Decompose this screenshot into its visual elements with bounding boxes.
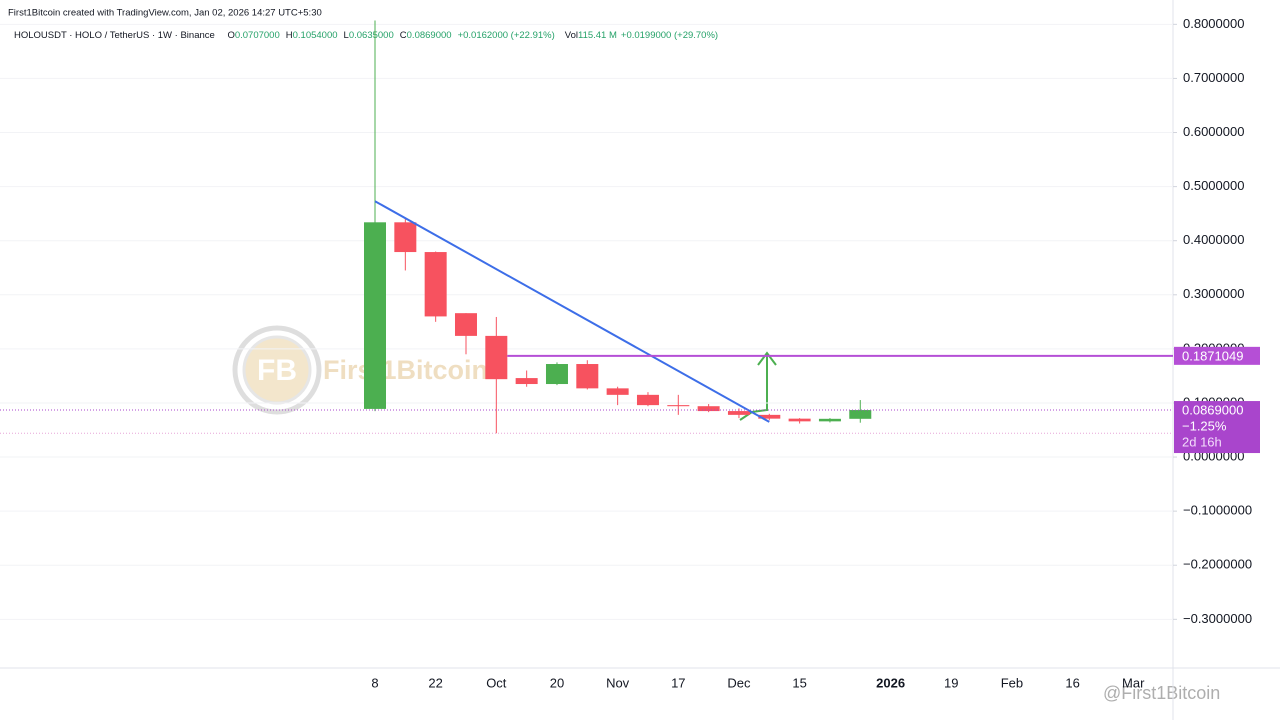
x-tick-label: Feb [1001,675,1023,690]
x-tick-label: Dec [727,675,751,690]
legend-change: +0.0162000 (+22.91%) [458,30,555,41]
x-tick-label: Oct [486,675,507,690]
level-label: 0.1871049 [1182,348,1243,363]
volume-value: 115.41 M [578,30,617,41]
y-tick-label: −0.3000000 [1183,611,1252,626]
legend-value: 0.1054000 [293,30,338,41]
candle-body [667,405,690,407]
arrow-drawing [739,351,777,421]
legend-label: L [344,30,349,41]
legend-value: 0.0707000 [235,30,280,41]
candle-body [364,222,386,409]
candle-body [727,411,750,415]
watermark-logo: FB [232,325,322,415]
candle-body [545,364,568,385]
y-tick-label: −0.2000000 [1183,557,1252,572]
svg-text:FB: FB [257,354,297,387]
x-tick-label: Mar [1122,675,1145,690]
watermark-text: First1Bitcoin [323,355,488,385]
x-tick-label: 19 [944,675,958,690]
candle-body [849,410,872,419]
volume-change: +0.0199000 (+29.70%) [621,30,718,41]
x-tick-label: Nov [606,675,630,690]
y-tick-label: 0.6000000 [1183,124,1244,139]
legend-value: 0.0869000 [407,30,452,41]
watermark-handle: @First1Bitcoin [1103,683,1220,703]
x-tick-label: 22 [428,675,442,690]
candle-body [818,418,841,422]
y-tick-label: −0.1000000 [1183,503,1252,518]
y-tick-label: 0.5000000 [1183,178,1244,193]
legend-line: HOLOUSDT · HOLO / TetherUS · 1W · Binanc… [14,30,718,41]
candle-body [485,335,508,380]
y-tick-label: 0.4000000 [1183,232,1244,247]
candle-body [515,378,538,385]
level-label-box [1174,346,1260,365]
x-tick-label: 2026 [876,675,905,690]
legend-label: O [227,30,234,41]
x-tick-label: 8 [371,675,378,690]
candle-body [576,364,599,389]
candle-body [697,406,720,412]
candle-body [394,222,417,253]
x-tick-label: 20 [550,675,564,690]
candle-body [758,414,781,419]
chart-title: First1Bitcoin created with TradingView.c… [8,8,322,19]
x-tick-label: 16 [1065,675,1079,690]
last-price-change: −1.25% [1182,418,1227,433]
volume-label: Vol [565,30,578,41]
y-tick-label: 0.8000000 [1183,16,1244,31]
y-tick-label: 0.7000000 [1183,70,1244,85]
candle-body [424,252,447,317]
last-price-label: 0.0869000 [1182,402,1243,417]
last-price-countdown: 2d 16h [1182,434,1222,449]
candle-body [636,394,659,406]
x-tick-label: 15 [792,675,806,690]
legend-label: C [400,30,407,41]
last-price-box [1174,401,1260,454]
legend-label: H [286,30,293,41]
symbol: HOLOUSDT · HOLO / TetherUS · 1W · Binanc… [14,30,215,41]
candle-body [454,313,477,336]
candle-body [606,388,629,395]
x-tick-label: 17 [671,675,685,690]
legend-value: 0.0635000 [349,30,394,41]
candle-body [788,418,811,422]
y-tick-label: 0.3000000 [1183,286,1244,301]
trendline [374,200,770,423]
